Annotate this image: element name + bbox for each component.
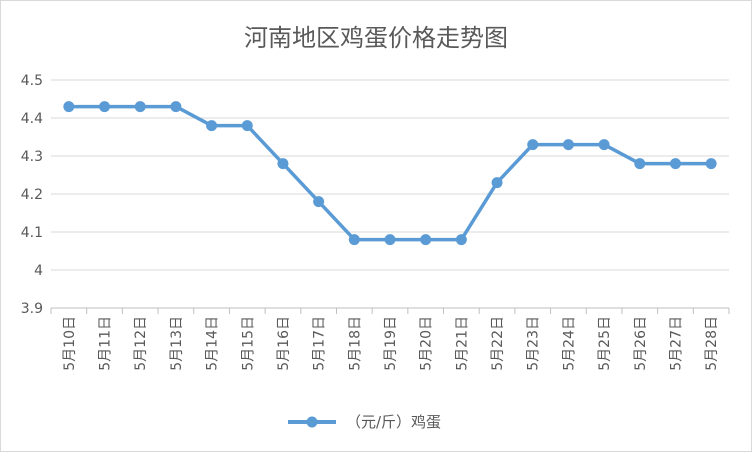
x-axis-ticks: 5月10日 5月11日 5月12日 5月13日 5月14日 5月15日 5月16日 5月17日…: [50, 308, 730, 371]
gridlines: [51, 79, 729, 309]
x-tick-label: 5月11日: [98, 316, 114, 371]
x-tick-label: 5月26日: [633, 316, 649, 371]
x-tick-label: 5月15日: [240, 316, 256, 371]
x-tick-label: 5月22日: [490, 316, 506, 371]
y-tick-label: 4.3: [21, 149, 43, 165]
data-point: [313, 196, 325, 208]
data-point: [420, 234, 432, 246]
data-point: [455, 234, 467, 246]
data-point: [491, 177, 503, 189]
series-layer: [63, 101, 717, 246]
series-line: [67, 104, 713, 242]
y-tick-label: 4.1: [21, 225, 43, 241]
data-point: [206, 120, 218, 132]
x-tick-label: 5月18日: [347, 316, 363, 371]
chart-title: 河南地区鸡蛋价格走势图: [244, 24, 508, 52]
data-point: [634, 158, 646, 170]
y-axis-ticks: 3.9 4 4.1 4.2 4.3 4.4 4.5: [21, 73, 43, 317]
x-tick-label: 5月27日: [668, 316, 684, 371]
x-tick-label: 5月23日: [526, 316, 542, 371]
x-tick-label: 5月13日: [169, 316, 185, 371]
data-point: [63, 101, 75, 113]
data-point: [527, 139, 539, 151]
legend-label: （元/斤）鸡蛋: [346, 413, 441, 431]
data-point: [705, 158, 717, 170]
x-tick-label: 5月28日: [704, 316, 720, 371]
x-tick-label: 5月14日: [205, 316, 221, 371]
data-point: [348, 234, 360, 246]
data-point: [562, 139, 574, 151]
data-point: [241, 120, 253, 132]
x-tick-label: 5月25日: [597, 316, 613, 371]
y-tick-label: 4.5: [21, 73, 43, 89]
y-tick-label: 4.4: [21, 111, 43, 127]
data-point: [384, 234, 396, 246]
data-point: [277, 158, 289, 170]
x-tick-label: 5月10日: [62, 316, 78, 371]
y-tick-label: 4: [34, 263, 43, 279]
x-tick-label: 5月17日: [312, 316, 328, 371]
x-tick-label: 5月19日: [383, 316, 399, 371]
y-tick-label: 3.9: [21, 301, 43, 317]
x-tick-label: 5月24日: [561, 316, 577, 371]
legend-swatch-marker: [306, 416, 318, 428]
y-tick-label: 4.2: [21, 187, 43, 203]
data-point: [669, 158, 681, 170]
x-tick-label: 5月16日: [276, 316, 292, 371]
x-tick-label: 5月12日: [133, 316, 149, 371]
legend: （元/斤）鸡蛋: [288, 413, 441, 431]
data-point: [598, 139, 610, 151]
x-tick-label: 5月20日: [419, 316, 435, 371]
data-point: [99, 101, 111, 113]
data-point: [170, 101, 182, 113]
data-point: [134, 101, 146, 113]
x-tick-label: 5月21日: [454, 316, 470, 371]
